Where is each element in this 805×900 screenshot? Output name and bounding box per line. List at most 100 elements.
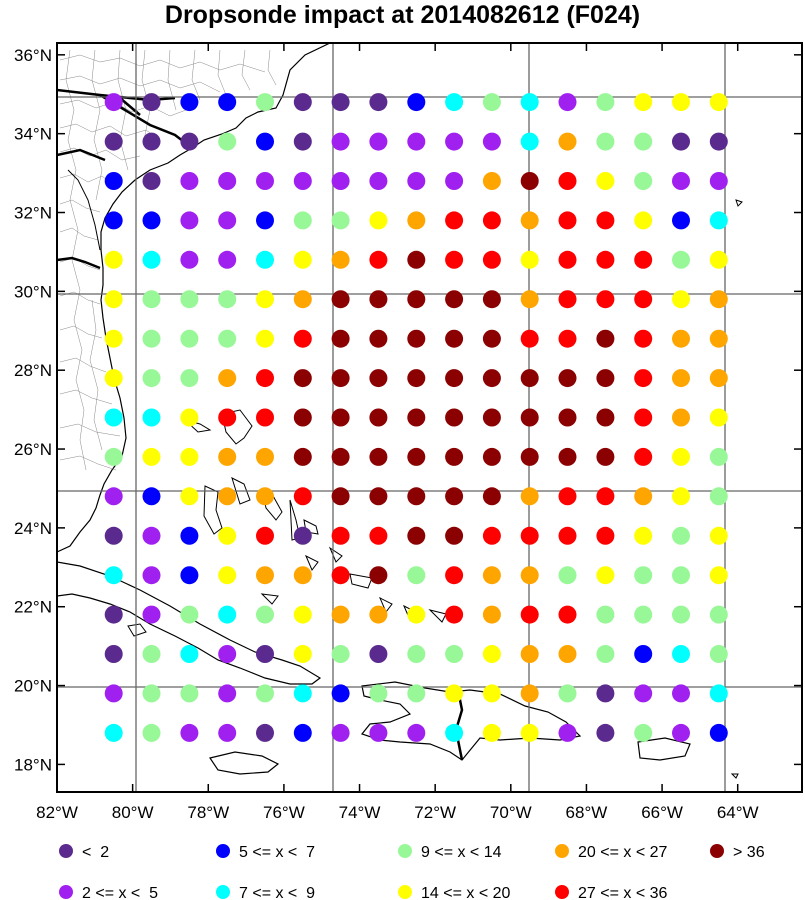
- dropsonde-point: [218, 566, 237, 585]
- legend-swatch: [59, 844, 73, 858]
- legend-label: 7 <= x < 9: [239, 885, 315, 900]
- dropsonde-point: [369, 605, 388, 624]
- dropsonde-point: [256, 645, 274, 663]
- dropsonde-point: [445, 684, 464, 703]
- dropsonde-point: [445, 723, 464, 742]
- dropsonde-point: [218, 408, 237, 427]
- dropsonde-point: [331, 566, 350, 585]
- dropsonde-point: [596, 645, 615, 663]
- legend-label: 5 <= x < 7: [239, 844, 315, 861]
- lat-tick-label: 20°N: [14, 677, 52, 696]
- dropsonde-point: [256, 132, 274, 151]
- dropsonde-point: [520, 684, 539, 703]
- dropsonde-point: [142, 211, 161, 230]
- dropsonde-point: [634, 605, 653, 624]
- dropsonde-point: [180, 369, 199, 388]
- dropsonde-point: [293, 132, 312, 151]
- dropsonde-point: [672, 487, 690, 506]
- dropsonde-point: [634, 566, 653, 585]
- dropsonde-point: [596, 408, 615, 427]
- dropsonde-point: [672, 250, 690, 269]
- lon-tick-label: 78°W: [187, 803, 229, 822]
- dropsonde-point: [331, 447, 350, 466]
- dropsonde-point: [445, 329, 464, 348]
- dropsonde-point: [369, 645, 388, 663]
- legend-swatch: [216, 885, 230, 899]
- dropsonde-point: [672, 211, 690, 230]
- dropsonde-point: [218, 684, 237, 703]
- dropsonde-point: [634, 684, 653, 703]
- dropsonde-point: [104, 723, 123, 742]
- dropsonde-point: [558, 369, 577, 388]
- dropsonde-point: [218, 723, 237, 742]
- lat-tick-label: 30°N: [14, 282, 52, 301]
- dropsonde-point: [331, 645, 350, 663]
- dropsonde-point: [331, 132, 350, 151]
- dropsonde-point: [256, 369, 274, 388]
- dropsonde-point: [256, 250, 274, 269]
- dropsonde-point: [293, 487, 312, 506]
- dropsonde-point: [331, 723, 350, 742]
- dropsonde-point: [293, 408, 312, 427]
- dropsonde-point: [218, 605, 237, 624]
- dropsonde-point: [709, 369, 728, 388]
- dropsonde-point: [634, 369, 653, 388]
- dropsonde-point: [180, 684, 199, 703]
- dropsonde-point: [558, 447, 577, 466]
- dropsonde-point: [293, 329, 312, 348]
- lat-tick-label: 26°N: [14, 440, 52, 459]
- dropsonde-point: [596, 487, 615, 506]
- dropsonde-point: [256, 211, 274, 230]
- dropsonde-point: [520, 723, 539, 742]
- dropsonde-point: [558, 290, 577, 309]
- axis-ticks: 36°N 34°N 32°N 30°N 28°N 26°N 24°N 22°N 20°N 18°N…: [14, 43, 802, 822]
- dropsonde-point: [218, 487, 237, 506]
- dropsonde-point: [596, 526, 615, 545]
- dropsonde-point: [445, 211, 464, 230]
- dropsonde-point: [407, 566, 426, 585]
- dropsonde-point: [520, 526, 539, 545]
- dropsonde-point: [445, 645, 464, 663]
- dropsonde-point: [256, 723, 274, 742]
- dropsonde-point: [407, 329, 426, 348]
- dropsonde-point: [369, 566, 388, 585]
- dropsonde-point: [407, 526, 426, 545]
- dropsonde-point: [142, 723, 161, 742]
- dropsonde-point: [293, 605, 312, 624]
- dropsonde-point: [104, 526, 123, 545]
- map-frame: [56, 42, 803, 793]
- bahamas-islands: [184, 199, 743, 779]
- dropsonde-point: [180, 132, 199, 151]
- dropsonde-point: [180, 645, 199, 663]
- dropsonde-point: [672, 369, 690, 388]
- dropsonde-point: [672, 645, 690, 663]
- dropsonde-point: [218, 526, 237, 545]
- dropsonde-point: [709, 526, 728, 545]
- dropsonde-point: [558, 645, 577, 663]
- dropsonde-point: [407, 211, 426, 230]
- dropsonde-point: [180, 605, 199, 624]
- legend-label: > 36: [733, 844, 765, 861]
- dropsonde-point: [558, 566, 577, 585]
- dropsonde-point: [104, 447, 123, 466]
- dropsonde-point: [482, 211, 501, 230]
- dropsonde-point: [142, 526, 161, 545]
- dropsonde-point: [293, 526, 312, 545]
- dropsonde-point: [142, 290, 161, 309]
- dropsonde-point: [558, 132, 577, 151]
- lon-tick-label: 64°W: [717, 803, 759, 822]
- legend-label: 27 <= x < 36: [578, 885, 668, 900]
- dropsonde-point: [482, 369, 501, 388]
- dropsonde-point: [369, 487, 388, 506]
- legend-label: 14 <= x < 20: [421, 885, 511, 900]
- dropsonde-point: [256, 526, 274, 545]
- dropsonde-point: [331, 250, 350, 269]
- dropsonde-point: [520, 211, 539, 230]
- dropsonde-point: [407, 408, 426, 427]
- dropsonde-points: [104, 93, 728, 742]
- dropsonde-point: [558, 605, 577, 624]
- dropsonde-point: [709, 566, 728, 585]
- dropsonde-point: [634, 211, 653, 230]
- dropsonde-point: [331, 369, 350, 388]
